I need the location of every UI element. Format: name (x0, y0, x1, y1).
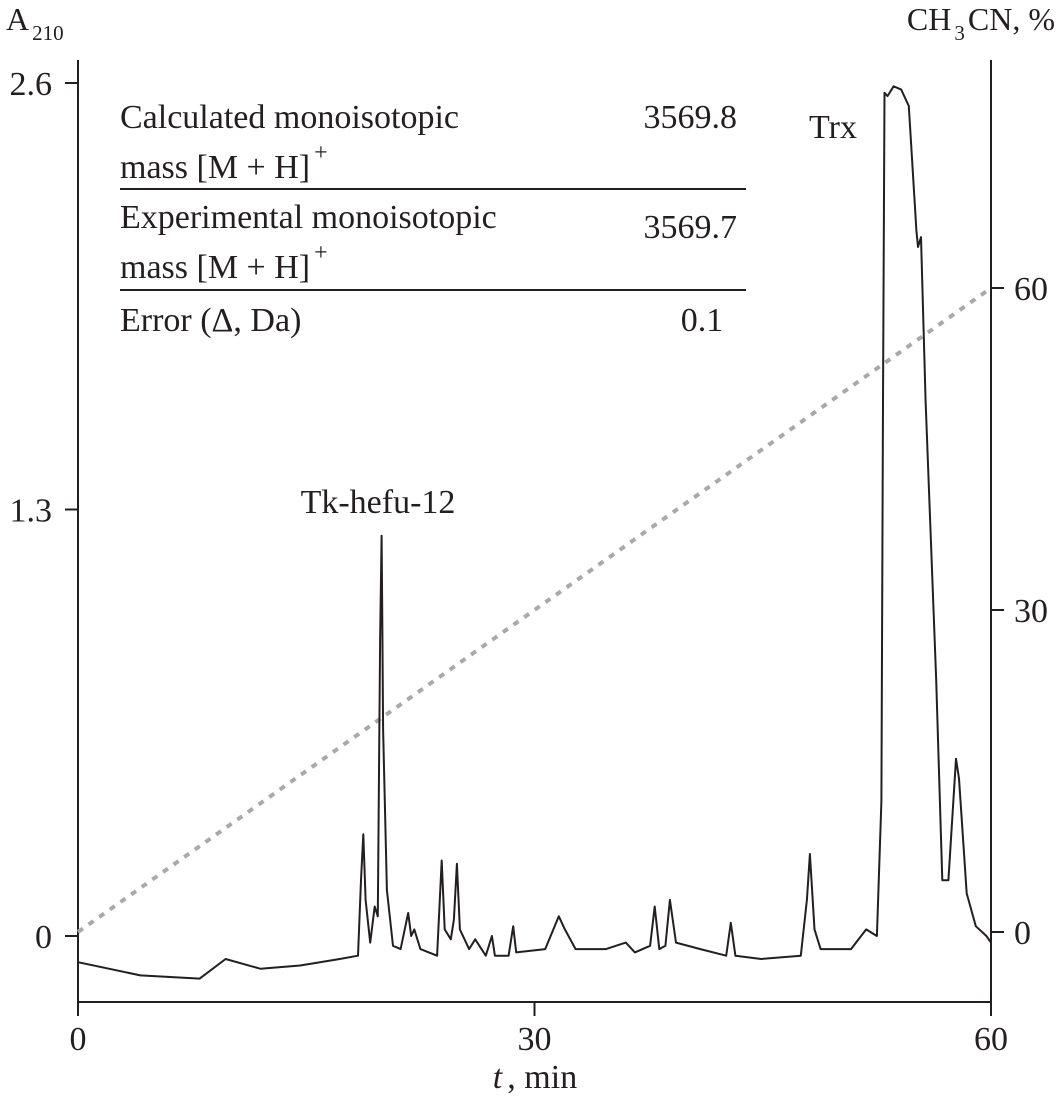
annotation-trx: Trx (809, 109, 857, 146)
table-row-2-value: 3569.7 (644, 209, 738, 246)
table-row-2-label-line2: mass [M + H] + (120, 240, 328, 286)
y-left-tick-label: 1.3 (10, 493, 53, 530)
x-axis-label-var: t (493, 1059, 504, 1096)
y-left-tick-label: 0 (35, 919, 52, 956)
y-left-label-main: A (6, 1, 29, 37)
y-right-label: CH 3 CN, % (907, 1, 1055, 45)
inset-mass-table: Calculated monoisotopic mass [M + H] + 3… (120, 99, 746, 339)
absorbance-trace (77, 85, 992, 980)
y-right-tick-label: 60 (1014, 271, 1048, 308)
table-row-1-label-text: mass [M + H] (120, 149, 310, 186)
y-right-tick-label: 30 (1014, 593, 1048, 630)
table-row-2-label-line1: Experimental monoisotopic (120, 199, 497, 236)
table-row-3-value: 0.1 (681, 302, 724, 339)
x-tick-label: 0 (70, 1021, 87, 1058)
y-right-label-main: CH (907, 1, 951, 37)
annotation-tk-hefu-12: Tk-hefu-12 (301, 484, 456, 521)
x-tick-label: 30 (518, 1021, 552, 1058)
table-row-1-value: 3569.8 (644, 99, 738, 136)
y-right-tick-label: 0 (1014, 915, 1031, 952)
gradient-line (76, 286, 993, 934)
x-axis-label: t , min (493, 1059, 577, 1096)
table-row-3-label: Error (Δ, Da) (120, 302, 301, 339)
y-left-tick-label: 2.6 (10, 66, 53, 103)
x-tick-label: 60 (974, 1021, 1008, 1058)
y-right-label-rest: CN, % (968, 1, 1055, 37)
x-axis-label-unit: , min (507, 1059, 577, 1096)
table-row-1-label-sup: + (314, 140, 328, 166)
table-row-2-label-text: mass [M + H] (120, 249, 310, 286)
y-right-label-sub: 3 (954, 21, 965, 45)
table-row-1-label-line1: Calculated monoisotopic (120, 99, 459, 136)
y-left-label-sub: 210 (32, 21, 64, 45)
table-row-2-label-sup: + (314, 240, 328, 266)
y-left-label: A 210 (6, 1, 64, 45)
table-row-1-label-line2: mass [M + H] + (120, 140, 328, 186)
